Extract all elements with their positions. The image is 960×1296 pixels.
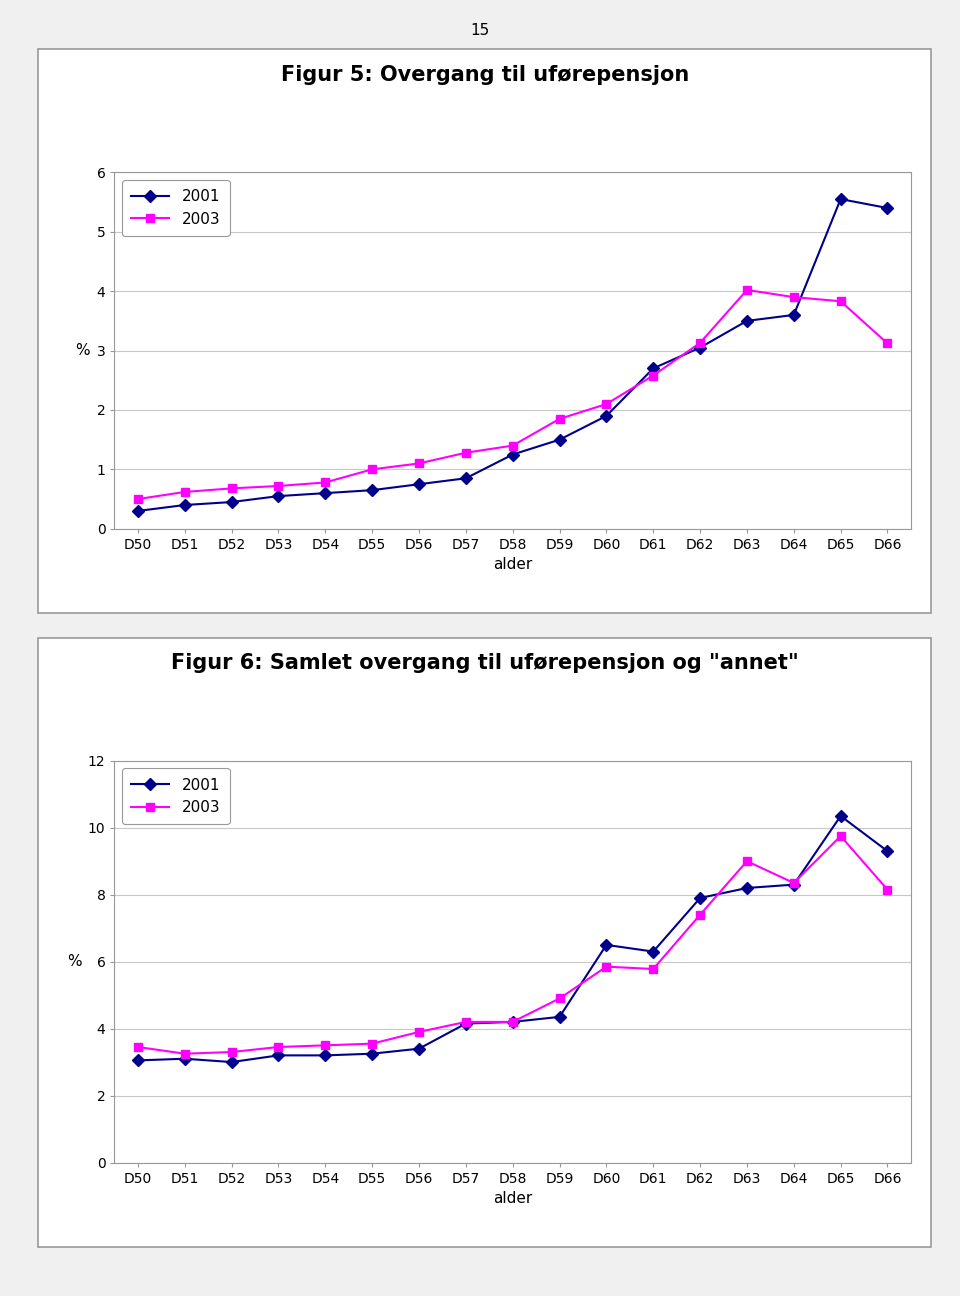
2001	[741, 880, 753, 896]
Y-axis label: %: %	[76, 343, 90, 358]
2001	[601, 408, 612, 424]
2003	[413, 456, 424, 472]
2003	[601, 397, 612, 412]
2003	[788, 875, 800, 890]
2001	[881, 844, 893, 859]
2003	[881, 881, 893, 897]
2003	[647, 368, 659, 384]
2003	[367, 1036, 378, 1051]
2003	[132, 1039, 144, 1055]
Text: Figur 5: Overgang til uførepensjon: Figur 5: Overgang til uførepensjon	[280, 65, 689, 84]
2001	[367, 1046, 378, 1061]
2001	[835, 192, 847, 207]
2001	[413, 477, 424, 492]
2001	[320, 485, 331, 500]
Legend: 2001, 2003: 2001, 2003	[122, 769, 229, 824]
X-axis label: alder: alder	[493, 557, 533, 573]
2001	[273, 489, 284, 504]
2003	[413, 1024, 424, 1039]
2001	[507, 447, 518, 463]
2003	[226, 481, 237, 496]
2001	[788, 307, 800, 323]
2001	[226, 1055, 237, 1070]
2003	[460, 445, 471, 460]
2003	[694, 907, 706, 923]
2001	[507, 1015, 518, 1030]
2003	[320, 1038, 331, 1054]
2003	[367, 461, 378, 477]
2003	[273, 478, 284, 494]
2001	[226, 494, 237, 509]
2001	[741, 314, 753, 329]
2001	[647, 360, 659, 376]
2003	[835, 828, 847, 844]
Line: 2003: 2003	[133, 286, 892, 503]
Line: 2001: 2001	[133, 811, 892, 1067]
2003	[647, 962, 659, 977]
2003	[507, 1015, 518, 1030]
2003	[507, 438, 518, 454]
2001	[460, 470, 471, 486]
2003	[273, 1039, 284, 1055]
2001	[367, 482, 378, 498]
2003	[460, 1015, 471, 1030]
2003	[320, 474, 331, 490]
2001	[601, 937, 612, 953]
2003	[554, 411, 565, 426]
2001	[554, 432, 565, 447]
2001	[132, 503, 144, 518]
2003	[741, 283, 753, 298]
2003	[132, 491, 144, 507]
Y-axis label: %: %	[66, 954, 82, 969]
2001	[179, 498, 190, 513]
Legend: 2001, 2003: 2001, 2003	[122, 180, 229, 236]
2003	[881, 336, 893, 351]
2003	[788, 289, 800, 305]
Text: Figur 6: Samlet overgang til uførepensjon og "annet": Figur 6: Samlet overgang til uførepensjo…	[171, 653, 799, 673]
2003	[694, 336, 706, 351]
2001	[460, 1016, 471, 1032]
2003	[226, 1045, 237, 1060]
Line: 2003: 2003	[133, 832, 892, 1058]
2001	[881, 200, 893, 215]
2001	[179, 1051, 190, 1067]
2001	[694, 340, 706, 355]
2003	[601, 959, 612, 975]
2001	[554, 1010, 565, 1025]
2003	[835, 293, 847, 308]
2001	[647, 943, 659, 959]
Text: 15: 15	[470, 23, 490, 39]
2001	[788, 877, 800, 893]
2001	[413, 1041, 424, 1056]
X-axis label: alder: alder	[493, 1191, 533, 1207]
2001	[320, 1047, 331, 1063]
2001	[132, 1052, 144, 1068]
Line: 2001: 2001	[133, 194, 892, 515]
2003	[179, 1046, 190, 1061]
2003	[179, 485, 190, 500]
2001	[694, 890, 706, 906]
2001	[835, 809, 847, 824]
2003	[554, 990, 565, 1006]
2003	[741, 854, 753, 870]
2001	[273, 1047, 284, 1063]
